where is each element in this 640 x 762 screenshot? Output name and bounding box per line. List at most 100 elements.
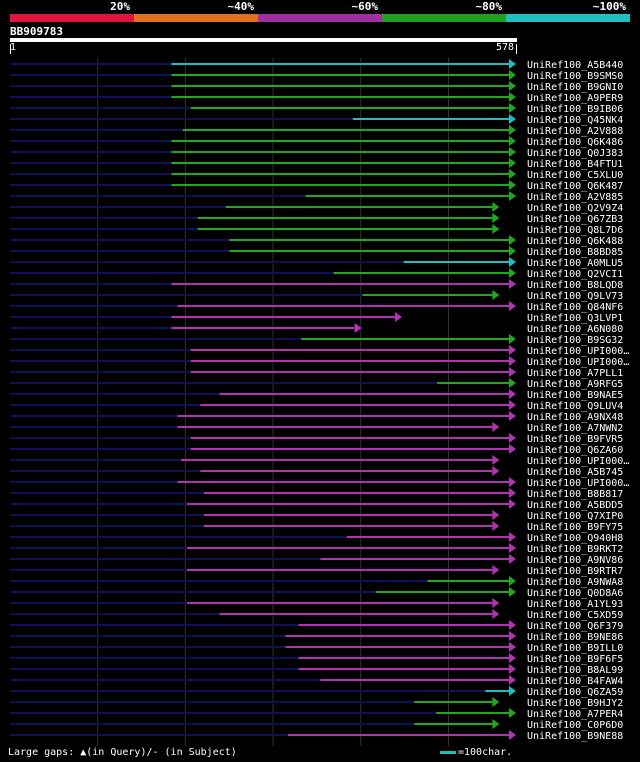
legend-label: ~60% bbox=[351, 0, 379, 13]
hit-label: UniRef100_B4FAW4 bbox=[527, 676, 623, 687]
hit-label: UniRef100_UPI000… bbox=[527, 346, 629, 357]
hit-arrow bbox=[509, 433, 516, 443]
hit-arrow bbox=[492, 565, 500, 575]
hit-label: UniRef100_A9RFG5 bbox=[527, 379, 623, 390]
hit-arrow bbox=[509, 367, 516, 377]
hit-arrow bbox=[509, 279, 516, 289]
hit-label: UniRef100_Q6ZA60 bbox=[527, 445, 623, 456]
hit-label: UniRef100_A2V885 bbox=[527, 192, 623, 203]
hit-label: UniRef100_B9FVR5 bbox=[527, 434, 623, 445]
hit-arrow bbox=[509, 235, 516, 245]
hit-arrow bbox=[509, 246, 516, 256]
scale-legend: =100char. bbox=[440, 747, 512, 758]
hit-arrow bbox=[509, 334, 516, 344]
hit-arrow bbox=[509, 532, 516, 542]
hit-label: UniRef100_UPI000… bbox=[527, 478, 629, 489]
hit-arrow bbox=[509, 114, 516, 124]
hit-label: UniRef100_A5BDD5 bbox=[527, 500, 623, 511]
hit-label: UniRef100_A5B745 bbox=[527, 467, 623, 478]
hit-arrow bbox=[509, 675, 516, 685]
hit-label: UniRef100_Q940H8 bbox=[527, 533, 623, 544]
scale-bar bbox=[440, 750, 456, 754]
legend-segment bbox=[506, 14, 630, 22]
hit-label: UniRef100_Q6K488 bbox=[527, 236, 623, 247]
hit-arrow bbox=[509, 92, 516, 102]
hit-arrow bbox=[509, 389, 516, 399]
hit-label: UniRef100_B4FTU1 bbox=[527, 159, 623, 170]
hit-label: UniRef100_B9HJY2 bbox=[527, 698, 623, 709]
hit-label: UniRef100_A7PER4 bbox=[527, 709, 623, 720]
hit-label: UniRef100_B9SMS0 bbox=[527, 71, 623, 82]
hit-arrow bbox=[509, 653, 516, 663]
hit-arrow bbox=[492, 455, 500, 465]
hit-arrow bbox=[354, 323, 362, 333]
hit-label: UniRef100_B9NE86 bbox=[527, 632, 623, 643]
query-bar bbox=[10, 38, 517, 42]
hit-arrow bbox=[509, 59, 516, 69]
hit-arrow bbox=[492, 719, 500, 729]
hit-arrow bbox=[492, 422, 500, 432]
legend-segment bbox=[258, 14, 382, 22]
hit-label: UniRef100_UPI000… bbox=[527, 456, 629, 467]
hit-label: UniRef100_Q0J383 bbox=[527, 148, 623, 159]
hit-label: UniRef100_A7PLL1 bbox=[527, 368, 623, 379]
hit-arrow bbox=[509, 169, 516, 179]
hit-arrow bbox=[509, 730, 516, 740]
hit-label: UniRef100_A1YL93 bbox=[527, 599, 623, 610]
hit-label: UniRef100_B8AL99 bbox=[527, 665, 623, 676]
hit-label: UniRef100_B9F6F5 bbox=[527, 654, 623, 665]
hit-label: UniRef100_Q84NF6 bbox=[527, 302, 623, 313]
hit-arrow bbox=[509, 554, 516, 564]
hit-label: UniRef100_A9PER9 bbox=[527, 93, 623, 104]
hit-arrow bbox=[509, 708, 516, 718]
hit-label: UniRef100_Q6F379 bbox=[527, 621, 623, 632]
hit-arrow bbox=[509, 587, 516, 597]
hit-label: UniRef100_Q67ZB3 bbox=[527, 214, 623, 225]
hit-arrow bbox=[492, 609, 500, 619]
hit-arrow bbox=[509, 642, 516, 652]
hit-arrow bbox=[492, 213, 500, 223]
hit-arrow bbox=[509, 378, 516, 388]
hit-arrow bbox=[492, 224, 500, 234]
hit-label: UniRef100_Q6K487 bbox=[527, 181, 623, 192]
hit-arrow bbox=[509, 180, 516, 190]
query-name: BB909783 bbox=[10, 25, 63, 38]
hit-label: UniRef100_A5B440 bbox=[527, 60, 623, 71]
hit-arrow bbox=[509, 686, 516, 696]
hit-arrow bbox=[509, 136, 516, 146]
hit-arrow bbox=[509, 70, 516, 80]
hit-label: UniRef100_Q2V9Z4 bbox=[527, 203, 623, 214]
hit-arrow bbox=[509, 81, 516, 91]
ruler-end-tick bbox=[516, 44, 517, 54]
hit-label: UniRef100_B9NAE5 bbox=[527, 390, 623, 401]
hit-arrow bbox=[509, 620, 516, 630]
hit-label: UniRef100_B8B817 bbox=[527, 489, 623, 500]
legend-segment bbox=[382, 14, 506, 22]
hit-arrow bbox=[492, 697, 500, 707]
hit-arrow bbox=[509, 301, 516, 311]
hit-arrow bbox=[394, 312, 402, 322]
hit-arrow bbox=[492, 510, 500, 520]
hit-label: UniRef100_Q0D8A6 bbox=[527, 588, 623, 599]
hit-arrow bbox=[492, 290, 500, 300]
hit-label: UniRef100_UPI000… bbox=[527, 357, 629, 368]
hit-label: UniRef100_B8BD85 bbox=[527, 247, 623, 258]
hit-label: UniRef100_Q9LUV4 bbox=[527, 401, 623, 412]
legend-segment bbox=[134, 14, 258, 22]
hit-label: UniRef100_B9GNI0 bbox=[527, 82, 623, 93]
hit-label: UniRef100_Q45NK4 bbox=[527, 115, 623, 126]
hit-arrow bbox=[509, 125, 516, 135]
hit-arrow bbox=[509, 664, 516, 674]
hit-label: UniRef100_B9FY75 bbox=[527, 522, 623, 533]
hit-arrow bbox=[509, 147, 516, 157]
hit-label: UniRef100_A2V888 bbox=[527, 126, 623, 137]
hit-arrow bbox=[509, 191, 516, 201]
hit-arrow bbox=[509, 356, 516, 366]
hit-arrow bbox=[509, 477, 516, 487]
hit-label: UniRef100_B9SG32 bbox=[527, 335, 623, 346]
hit-arrow bbox=[509, 576, 516, 586]
hit-label: UniRef100_C0P6D0 bbox=[527, 720, 623, 731]
hit-arrow bbox=[509, 103, 516, 113]
hit-arrow bbox=[509, 631, 516, 641]
